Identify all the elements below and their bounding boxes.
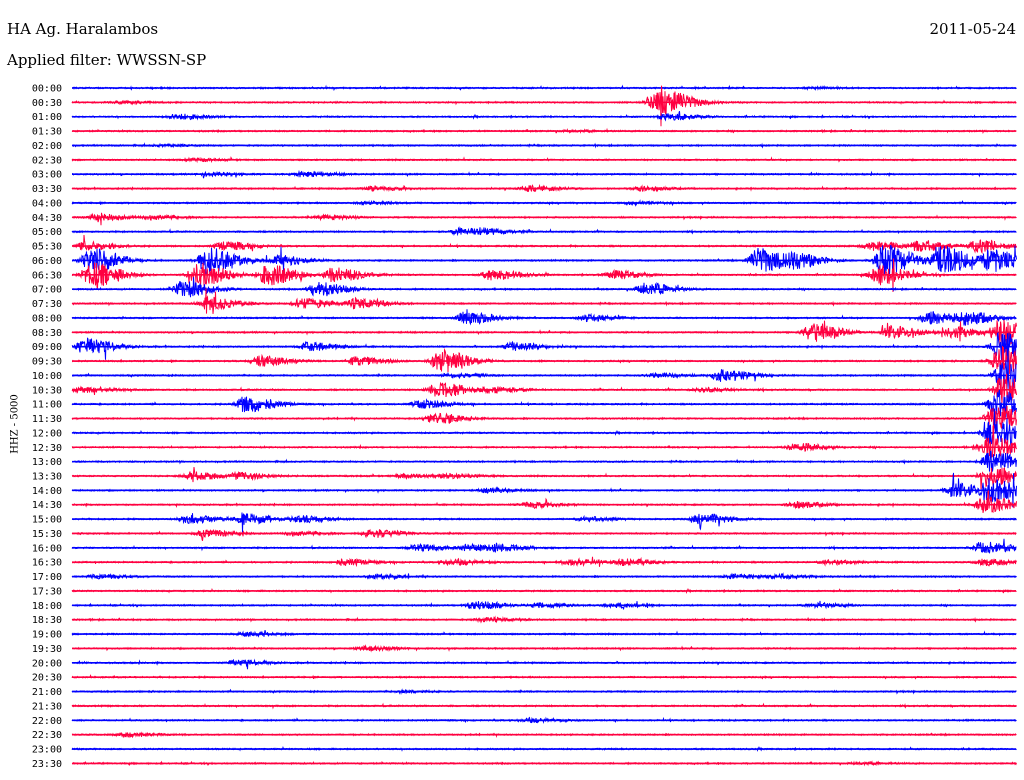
time-label: 18:00 bbox=[32, 601, 62, 612]
time-label: 02:00 bbox=[32, 141, 62, 152]
time-label: 05:30 bbox=[32, 242, 62, 253]
time-label: 07:00 bbox=[32, 285, 62, 296]
time-label: 08:30 bbox=[32, 328, 62, 339]
time-label: 16:00 bbox=[32, 543, 62, 554]
time-label: 04:00 bbox=[32, 198, 62, 209]
time-label: 06:30 bbox=[32, 270, 62, 281]
time-label: 17:00 bbox=[32, 572, 62, 583]
time-label: 20:00 bbox=[32, 658, 62, 669]
time-label: 14:00 bbox=[32, 486, 62, 497]
time-label: 18:30 bbox=[32, 615, 62, 626]
time-label: 08:00 bbox=[32, 313, 62, 324]
time-label: 12:00 bbox=[32, 428, 62, 439]
time-label: 15:00 bbox=[32, 515, 62, 526]
trace-line bbox=[71, 373, 1017, 403]
time-label: 22:00 bbox=[32, 716, 62, 727]
trace-line bbox=[71, 320, 1017, 347]
time-label: 19:00 bbox=[32, 630, 62, 641]
trace-line bbox=[71, 466, 1017, 490]
time-label: 02:30 bbox=[32, 155, 62, 166]
time-label: 19:30 bbox=[32, 644, 62, 655]
time-label: 13:30 bbox=[32, 471, 62, 482]
time-label: 00:00 bbox=[32, 84, 62, 95]
time-label: 06:00 bbox=[32, 256, 62, 267]
time-label: 05:00 bbox=[32, 227, 62, 238]
time-label: 03:00 bbox=[32, 170, 62, 181]
time-label: 11:00 bbox=[32, 400, 62, 411]
time-label: 01:00 bbox=[32, 112, 62, 123]
traces bbox=[71, 84, 1017, 767]
date-label: 2011-05-24 bbox=[929, 20, 1016, 38]
trace-line bbox=[71, 424, 1017, 458]
time-label: 12:30 bbox=[32, 443, 62, 454]
time-label: 14:30 bbox=[32, 500, 62, 511]
time-label: 09:30 bbox=[32, 357, 62, 368]
time-label: 07:30 bbox=[32, 299, 62, 310]
time-label: 21:30 bbox=[32, 701, 62, 712]
time-label: 22:30 bbox=[32, 730, 62, 741]
time-label: 11:30 bbox=[32, 414, 62, 425]
time-label: 03:30 bbox=[32, 184, 62, 195]
time-label: 04:30 bbox=[32, 213, 62, 224]
filter-label: Applied filter: WWSSN-SP bbox=[7, 51, 207, 69]
time-label: 17:30 bbox=[32, 586, 62, 597]
time-label: 23:00 bbox=[32, 745, 62, 756]
trace-line bbox=[71, 538, 1017, 554]
time-label: 16:30 bbox=[32, 558, 62, 569]
time-label: 21:00 bbox=[32, 687, 62, 698]
time-label: 20:30 bbox=[32, 673, 62, 684]
time-label: 09:00 bbox=[32, 342, 62, 353]
time-label: 10:30 bbox=[32, 385, 62, 396]
trace-line bbox=[71, 212, 1017, 226]
time-label: 10:00 bbox=[32, 371, 62, 382]
trace-line bbox=[71, 408, 1017, 453]
time-labels: 00:00 00:30 01:00 01:30 02:00 02:30 03:00 03:30… bbox=[32, 84, 62, 770]
trace-line bbox=[71, 234, 1017, 255]
trace-line bbox=[72, 345, 1017, 374]
time-label: 15:30 bbox=[32, 529, 62, 540]
trace-line bbox=[71, 512, 1017, 533]
trace-line bbox=[71, 658, 1017, 670]
time-label: 23:30 bbox=[32, 759, 62, 770]
time-label: 13:00 bbox=[32, 457, 62, 468]
trace-line bbox=[71, 528, 1017, 541]
trace-line bbox=[72, 343, 1017, 393]
trace-line bbox=[71, 85, 1017, 127]
trace-line bbox=[71, 490, 1017, 514]
time-label: 00:30 bbox=[32, 98, 62, 109]
trace-line bbox=[71, 111, 1017, 122]
time-label: 01:30 bbox=[32, 127, 62, 138]
station-title: HA Ag. Haralambos bbox=[7, 20, 159, 38]
